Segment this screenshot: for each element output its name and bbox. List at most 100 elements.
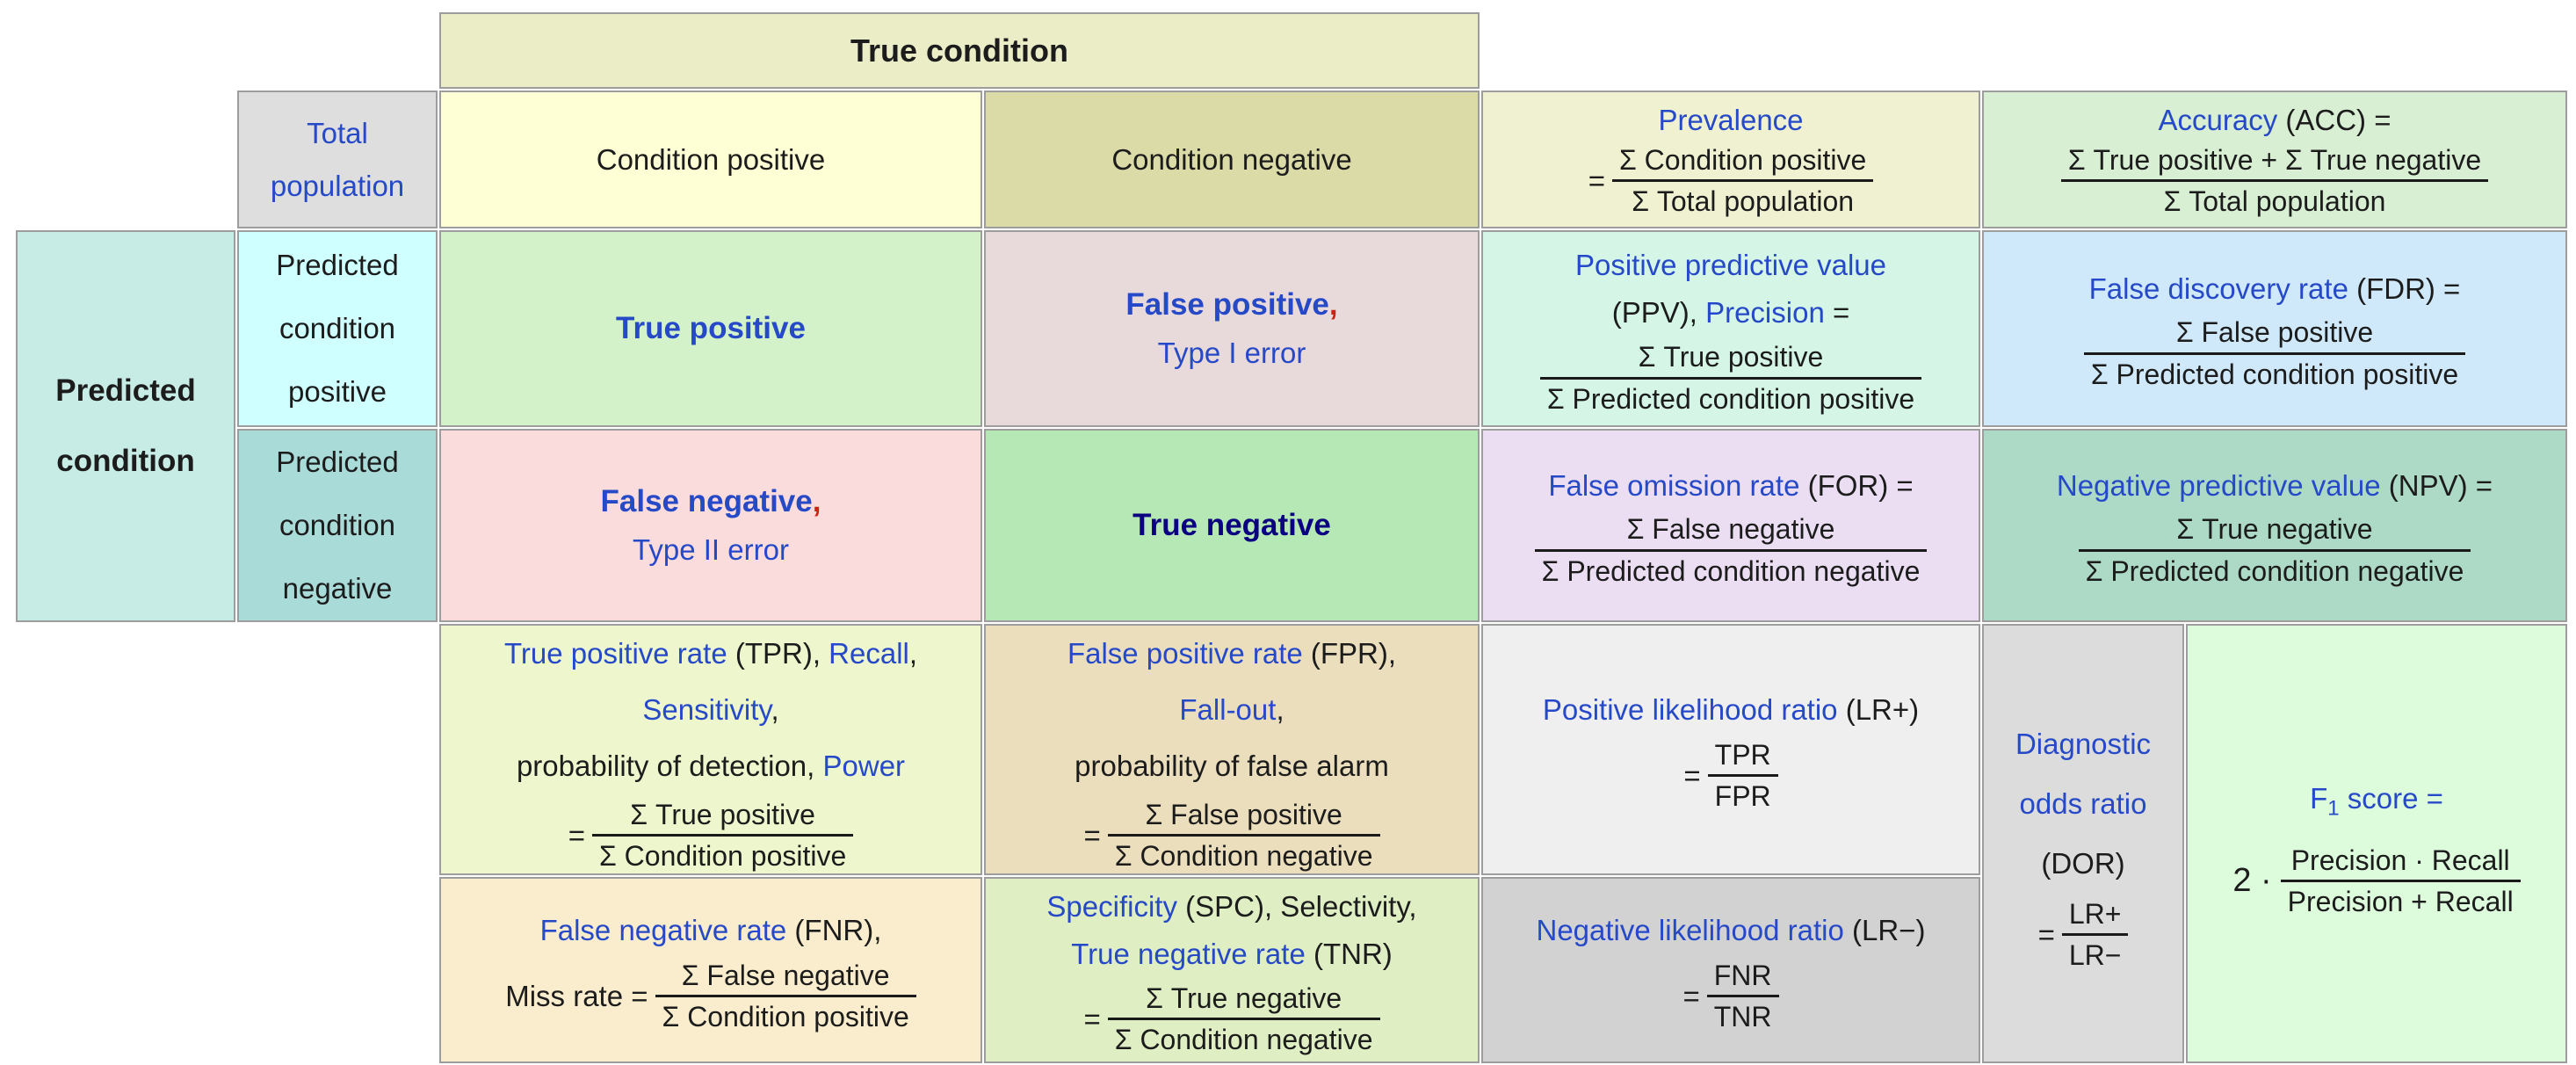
link-false-positive[interactable]: False positive bbox=[1125, 287, 1329, 322]
cell-predicted-condition-negative: Predicted condition negative bbox=[237, 429, 438, 622]
cell-total-population: Total population bbox=[237, 91, 438, 228]
cell-npv: Negative predictive value (NPV) = Σ True… bbox=[1982, 429, 2567, 622]
lr-minus-equals: = bbox=[1682, 979, 1700, 1012]
link-total-population-line1[interactable]: Total bbox=[307, 116, 368, 149]
link-negative-predictive-value[interactable]: Negative predictive value bbox=[2056, 469, 2381, 503]
true-condition-label: True condition bbox=[850, 32, 1068, 69]
cell-fnr: False negative rate (FNR), Miss rate = Σ … bbox=[439, 876, 982, 1063]
dor-abbr: (DOR) bbox=[2041, 847, 2125, 880]
link-true-negative-rate[interactable]: True negative rate bbox=[1071, 937, 1306, 970]
specificity-suffix: (TNR) bbox=[1305, 937, 1393, 970]
link-positive-predictive-value[interactable]: Positive predictive value bbox=[1574, 249, 1886, 282]
cell-false-positive: False positive, Type I error bbox=[984, 230, 1480, 427]
link-true-positive-rate[interactable]: True positive rate bbox=[503, 637, 727, 670]
predicted-condition-line2: condition bbox=[56, 444, 195, 478]
cell-condition-positive: Condition positive bbox=[439, 91, 982, 228]
cell-tpr: True positive rate (TPR), Recall, Sensit… bbox=[439, 624, 982, 875]
f1-factor: 2 · bbox=[2232, 862, 2272, 900]
cell-accuracy: Accuracy (ACC) = Σ True positive + Σ Tru… bbox=[1982, 91, 2567, 228]
dor-equals: = bbox=[2037, 917, 2055, 951]
lr-plus-fraction: TPR FPR bbox=[1707, 738, 1778, 814]
link-recall[interactable]: Recall bbox=[829, 637, 909, 670]
false-negative-comma: , bbox=[812, 484, 821, 518]
lr-plus-suffix: (LR+) bbox=[1837, 693, 1920, 726]
link-accuracy[interactable]: Accuracy bbox=[2158, 103, 2278, 136]
fdr-suffix: (FDR) = bbox=[2348, 272, 2461, 306]
fnr-suffix: (FNR), bbox=[786, 913, 882, 946]
link-negative-likelihood-ratio[interactable]: Negative likelihood ratio bbox=[1536, 913, 1844, 946]
blank-row1-left bbox=[16, 91, 235, 228]
link-precision[interactable]: Precision bbox=[1705, 296, 1825, 330]
link-false-positive-rate[interactable]: False positive rate bbox=[1067, 637, 1303, 670]
f1-equals: = bbox=[2426, 782, 2443, 815]
cell-for: False omission rate (FOR) = Σ False nega… bbox=[1481, 429, 1980, 622]
link-fall-out[interactable]: Fall-out bbox=[1179, 693, 1277, 726]
link-false-discovery-rate[interactable]: False discovery rate bbox=[2088, 272, 2348, 306]
link-specificity[interactable]: Specificity bbox=[1046, 889, 1177, 923]
link-false-negative-rate[interactable]: False negative rate bbox=[539, 913, 787, 946]
accuracy-suffix: (ACC) = bbox=[2277, 103, 2391, 136]
ppv-abbr: (PPV), bbox=[1611, 296, 1706, 330]
cell-ppv: Positive predictive value (PPV), Precisi… bbox=[1481, 230, 1980, 427]
cell-true-positive: True positive bbox=[439, 230, 982, 427]
tpr-equals: = bbox=[568, 818, 585, 851]
specificity-fraction: Σ True negative Σ Condition negative bbox=[1107, 982, 1380, 1057]
cell-fdr: False discovery rate (FDR) = Σ False pos… bbox=[1982, 230, 2567, 427]
cell-specificity: Specificity (SPC), Selectivity, True neg… bbox=[984, 876, 1480, 1063]
lr-plus-equals: = bbox=[1683, 758, 1701, 792]
fpr-equals: = bbox=[1083, 818, 1101, 851]
link-false-omission-rate[interactable]: False omission rate bbox=[1548, 469, 1800, 503]
link-sensitivity[interactable]: Sensitivity bbox=[642, 693, 771, 726]
link-true-negative[interactable]: True negative bbox=[1132, 508, 1331, 542]
link-f1-score[interactable]: F1 score bbox=[2310, 782, 2419, 821]
condition-negative-label: Condition negative bbox=[1111, 142, 1352, 176]
blank-bottom-left-lower bbox=[16, 876, 438, 1063]
npv-fraction: Σ True negative Σ Predicted condition neg… bbox=[2078, 512, 2471, 588]
dor-fraction: LR+ LR− bbox=[2061, 897, 2129, 973]
for-fraction: Σ False negative Σ Predicted condition ne… bbox=[1534, 512, 1928, 588]
link-diagnostic-odds-ratio-line2[interactable]: odds ratio bbox=[2019, 787, 2147, 820]
cell-false-negative: False negative, Type II error bbox=[439, 429, 982, 622]
predicted-condition-line1: Predicted bbox=[55, 373, 196, 408]
specificity-equals: = bbox=[1083, 1002, 1101, 1035]
link-type-1-error[interactable]: Type I error bbox=[1157, 337, 1306, 369]
link-total-population-line2[interactable]: population bbox=[270, 169, 405, 202]
lr-minus-suffix: (LR−) bbox=[1843, 913, 1926, 946]
fpr-fraction: Σ False positive Σ Condition negative bbox=[1107, 798, 1380, 873]
for-suffix: (FOR) = bbox=[1799, 469, 1914, 503]
fnr-prefix: Miss rate = bbox=[505, 979, 648, 1012]
prevalence-fraction: Σ Condition positive Σ Total population bbox=[1612, 143, 1874, 219]
blank-top-right bbox=[1481, 12, 2567, 89]
ppv-equals: = bbox=[1824, 296, 1850, 330]
cell-predicted-condition: Predicted condition bbox=[16, 230, 235, 622]
link-true-positive[interactable]: True positive bbox=[616, 311, 806, 345]
cell-f1-score: F1 score = 2 · Precision · Recall Precisio… bbox=[2186, 624, 2567, 1063]
ppv-fraction: Σ True positive Σ Predicted condition pos… bbox=[1539, 340, 1922, 416]
fnr-fraction: Σ False negative Σ Condition positive bbox=[655, 959, 916, 1034]
condition-positive-label: Condition positive bbox=[596, 142, 826, 176]
blank-top-left bbox=[16, 12, 438, 89]
f1-fraction: Precision · Recall Precision + Recall bbox=[2280, 844, 2521, 919]
cell-prevalence: Prevalence = Σ Condition positive Σ Total … bbox=[1481, 91, 1980, 228]
link-false-negative[interactable]: False negative bbox=[600, 484, 813, 518]
link-diagnostic-odds-ratio-line1[interactable]: Diagnostic bbox=[2015, 728, 2152, 760]
cell-lr-plus: Positive likelihood ratio (LR+) = TPR FPR bbox=[1481, 624, 1980, 875]
link-positive-likelihood-ratio[interactable]: Positive likelihood ratio bbox=[1542, 693, 1838, 726]
link-type-2-error[interactable]: Type II error bbox=[633, 533, 789, 566]
cell-dor: Diagnostic odds ratio (DOR) = LR+ LR− bbox=[1982, 624, 2184, 1063]
tpr-text: probability of detection, bbox=[516, 750, 823, 782]
npv-suffix: (NPV) = bbox=[2380, 469, 2493, 503]
link-power[interactable]: Power bbox=[822, 750, 906, 782]
cell-fpr: False positive rate (FPR), Fall-out, pro… bbox=[984, 624, 1480, 875]
lr-minus-fraction: FNR TNR bbox=[1706, 959, 1779, 1034]
prevalence-equals: = bbox=[1588, 163, 1605, 197]
accuracy-fraction: Σ True positive + Σ True negative Σ Total… bbox=[2060, 143, 2489, 219]
false-positive-comma: , bbox=[1328, 287, 1338, 322]
cell-predicted-condition-positive: Predicted condition positive bbox=[237, 230, 438, 427]
blank-bottom-left-upper bbox=[16, 624, 438, 875]
fdr-fraction: Σ False positive Σ Predicted condition po… bbox=[2083, 315, 2466, 391]
cell-true-condition-header: True condition bbox=[439, 12, 1480, 89]
confusion-matrix-table: True condition Total population Conditio… bbox=[14, 11, 2569, 1065]
cell-condition-negative: Condition negative bbox=[984, 91, 1480, 228]
link-prevalence[interactable]: Prevalence bbox=[1658, 103, 1804, 136]
